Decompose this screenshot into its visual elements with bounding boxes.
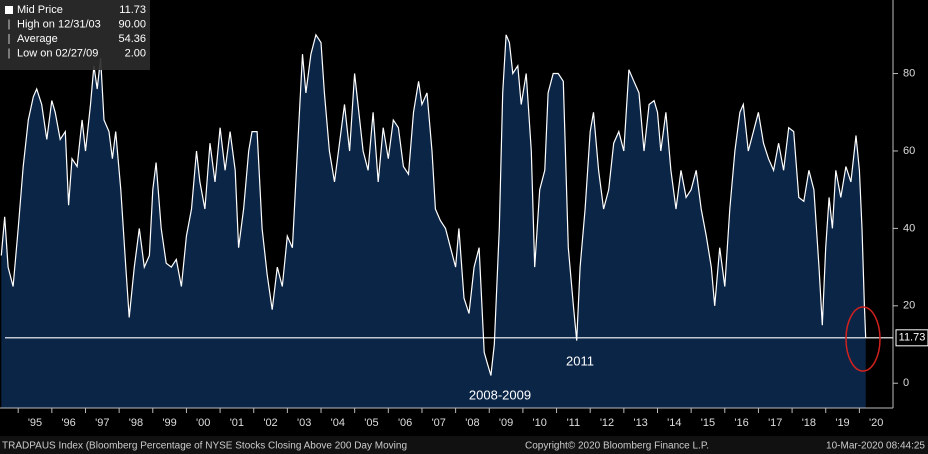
footer-copyright: Copyright© 2020 Bloomberg Finance L.P. [525, 441, 709, 452]
legend-name: High on 12/31/03 [17, 18, 101, 30]
legend-value: 2.00 [125, 47, 146, 59]
x-tick-label: '16 [734, 417, 748, 429]
x-tick-label: '19 [835, 417, 849, 429]
y-tick-label: 60 [903, 145, 915, 157]
x-tick-label: '09 [499, 417, 513, 429]
legend-name: Mid Price [17, 4, 63, 16]
x-tick-label: '08 [465, 417, 479, 429]
y-tick-label: 80 [903, 67, 915, 79]
y-tick-label: 40 [903, 222, 915, 234]
line [0, 33, 867, 376]
x-tick-label: '13 [633, 417, 647, 429]
legend-value: 11.73 [119, 4, 146, 16]
x-tick-label: '11 [567, 417, 581, 429]
x-tick-label: '04 [331, 417, 345, 429]
x-tick-label: '14 [667, 417, 681, 429]
x-tick-label: '01 [230, 417, 244, 429]
legend-box [0, 0, 150, 70]
x-tick-label: '95 [28, 417, 42, 429]
x-tick-label: '07 [432, 417, 446, 429]
x-tick-label: '98 [129, 417, 143, 429]
x-tick-label: '97 [95, 417, 109, 429]
legend-value: 90.00 [118, 18, 146, 30]
x-tick-label: '99 [162, 417, 176, 429]
annotation: 2011 [566, 353, 594, 368]
y-tick-label: 0 [903, 377, 909, 389]
legend-name: Low on 02/27/09 [17, 47, 98, 59]
x-tick-label: '12 [600, 417, 614, 429]
legend-name: Average [17, 33, 58, 45]
x-tick-label: '20 [869, 417, 883, 429]
reference-label-box [895, 329, 928, 347]
x-tick-label: '02 [263, 417, 277, 429]
x-tick-label: '06 [398, 417, 412, 429]
footer-timestamp: 10-Mar-2020 08:44:25 [826, 441, 925, 452]
annotation: 2008-2009 [469, 387, 531, 402]
x-tick-label: '18 [802, 417, 816, 429]
x-tick-label: '15 [701, 417, 715, 429]
legend-value: 54.36 [118, 33, 146, 45]
x-tick-label: '05 [364, 417, 378, 429]
x-tick-label: '03 [297, 417, 311, 429]
reference-label: 11.73 [899, 332, 926, 344]
footer-source: TRADPAUS Index (Bloomberg Percentage of … [2, 441, 407, 452]
footer-bar [0, 436, 928, 454]
x-tick-label: '00 [196, 417, 210, 429]
x-tick-label: '17 [768, 417, 782, 429]
x-tick-label: '96 [61, 417, 75, 429]
y-tick-label: 20 [903, 300, 915, 312]
legend-icon [5, 6, 13, 14]
x-tick-label: '10 [533, 417, 547, 429]
area [1, 34, 866, 409]
highlight-ellipse [845, 306, 881, 372]
